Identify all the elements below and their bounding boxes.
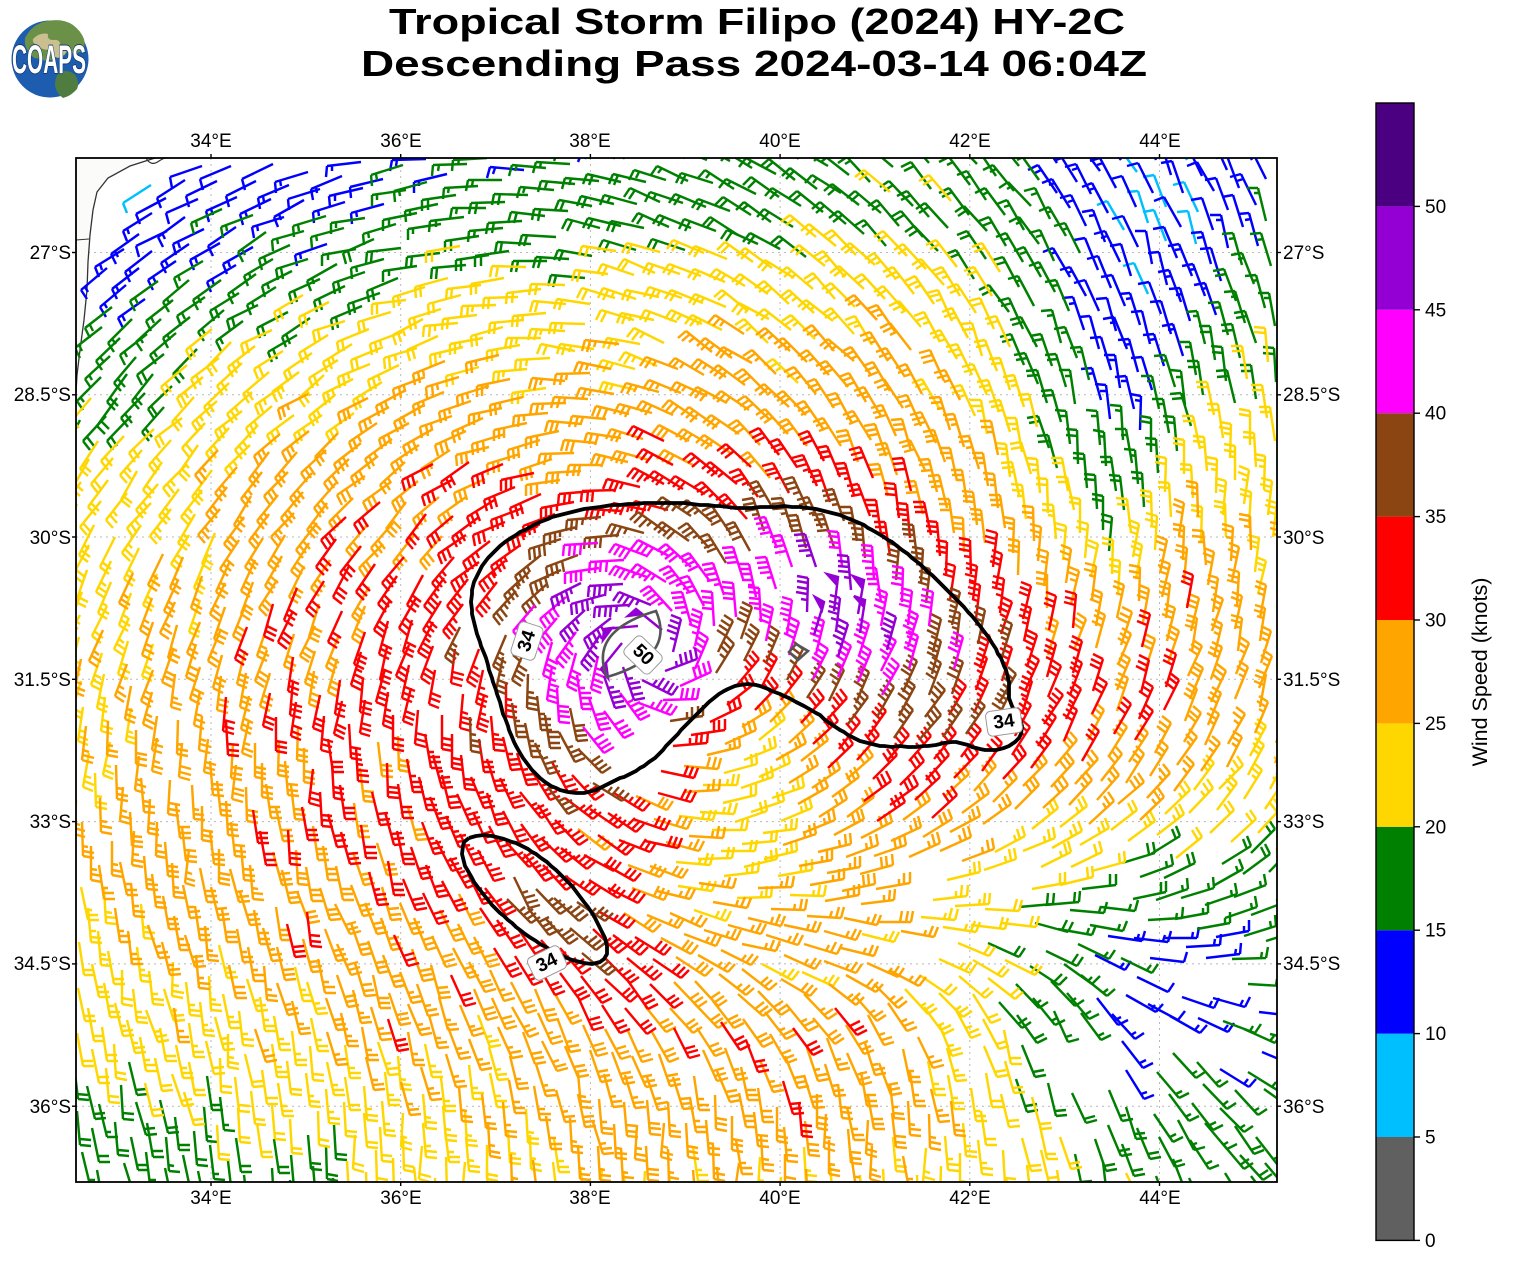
svg-text:40°E: 40°E (759, 131, 800, 152)
svg-text:36°E: 36°E (380, 131, 421, 152)
svg-text:35: 35 (1425, 507, 1446, 528)
svg-text:33°S: 33°S (1283, 812, 1324, 833)
svg-text:36°S: 36°S (1283, 1097, 1324, 1118)
svg-text:27°S: 27°S (1283, 243, 1324, 264)
svg-text:38°E: 38°E (569, 131, 610, 152)
svg-text:0: 0 (1425, 1231, 1436, 1252)
svg-text:30: 30 (1425, 611, 1446, 632)
svg-text:34: 34 (992, 710, 1016, 734)
svg-text:31.5°S: 31.5°S (1283, 670, 1340, 691)
svg-text:30°S: 30°S (1283, 528, 1324, 549)
svg-text:5: 5 (1425, 1128, 1436, 1149)
svg-text:28.5°S: 28.5°S (1283, 385, 1340, 406)
svg-text:44°E: 44°E (1139, 1188, 1180, 1209)
svg-text:33°S: 33°S (30, 812, 71, 833)
svg-text:50: 50 (1425, 197, 1446, 218)
svg-text:44°E: 44°E (1139, 131, 1180, 152)
svg-text:40: 40 (1425, 404, 1446, 425)
svg-text:36°S: 36°S (30, 1097, 71, 1118)
svg-text:34.5°S: 34.5°S (14, 954, 71, 975)
svg-text:Descending Pass 2024-03-14 06:: Descending Pass 2024-03-14 06:04Z (361, 43, 1147, 84)
svg-text:34.5°S: 34.5°S (1283, 954, 1340, 975)
svg-text:34°E: 34°E (190, 131, 231, 152)
svg-text:10: 10 (1425, 1024, 1446, 1045)
svg-text:40°E: 40°E (759, 1188, 800, 1209)
svg-text:36°E: 36°E (380, 1188, 421, 1209)
svg-text:28.5°S: 28.5°S (14, 385, 71, 406)
svg-text:Wind Speed (knots): Wind Speed (knots) (1468, 578, 1492, 767)
svg-text:15: 15 (1425, 921, 1446, 942)
svg-text:25: 25 (1425, 714, 1446, 735)
svg-text:20: 20 (1425, 817, 1446, 838)
svg-text:42°E: 42°E (949, 1188, 990, 1209)
svg-text:30°S: 30°S (30, 528, 71, 549)
svg-text:31.5°S: 31.5°S (14, 670, 71, 691)
svg-text:42°E: 42°E (949, 131, 990, 152)
svg-text:Tropical Storm Filipo (2024) H: Tropical Storm Filipo (2024) HY-2C (389, 1, 1125, 42)
svg-text:27°S: 27°S (30, 243, 71, 264)
svg-text:38°E: 38°E (569, 1188, 610, 1209)
svg-text:34°E: 34°E (190, 1188, 231, 1209)
svg-text:45: 45 (1425, 300, 1446, 321)
svg-text:COAPS: COAPS (12, 38, 86, 82)
